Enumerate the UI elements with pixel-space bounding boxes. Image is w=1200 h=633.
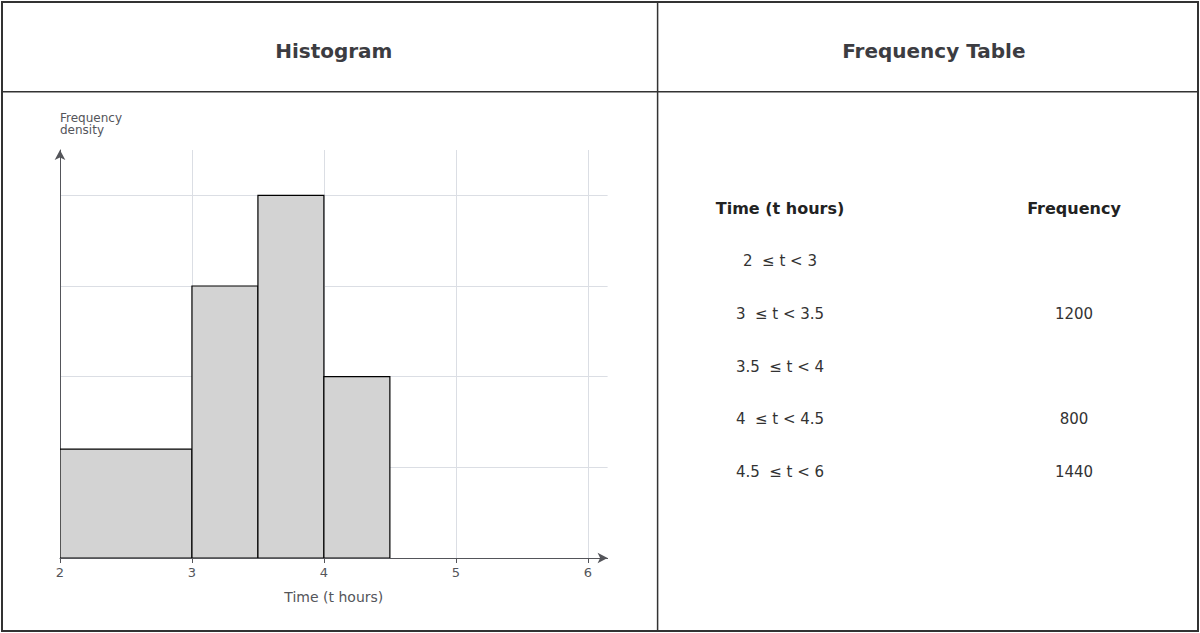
- svg-text:3: 3: [188, 565, 196, 580]
- svg-text:4: 4: [320, 565, 328, 580]
- svg-text:4.5 ≤ t < 6: 4.5 ≤ t < 6: [736, 463, 824, 481]
- svg-text:Frequency Table: Frequency Table: [842, 39, 1025, 63]
- svg-text:Frequency: Frequency: [60, 111, 122, 125]
- svg-text:3 ≤ t < 3.5: 3 ≤ t < 3.5: [736, 305, 824, 323]
- svg-text:Frequency: Frequency: [1027, 199, 1121, 218]
- svg-text:1200: 1200: [1055, 305, 1093, 323]
- svg-text:4 ≤ t < 4.5: 4 ≤ t < 4.5: [736, 410, 824, 428]
- svg-text:1440: 1440: [1055, 463, 1093, 481]
- svg-text:6: 6: [584, 565, 592, 580]
- svg-text:2: 2: [56, 565, 64, 580]
- svg-text:Time (t hours): Time (t hours): [716, 199, 845, 218]
- svg-text:density: density: [60, 123, 104, 137]
- svg-text:5: 5: [452, 565, 460, 580]
- svg-text:Histogram: Histogram: [275, 39, 392, 63]
- svg-text:Time (t hours): Time (t hours): [283, 589, 383, 605]
- svg-text:3.5 ≤ t < 4: 3.5 ≤ t < 4: [736, 358, 824, 376]
- svg-text:2 ≤ t < 3: 2 ≤ t < 3: [743, 252, 817, 270]
- svg-text:800: 800: [1060, 410, 1089, 428]
